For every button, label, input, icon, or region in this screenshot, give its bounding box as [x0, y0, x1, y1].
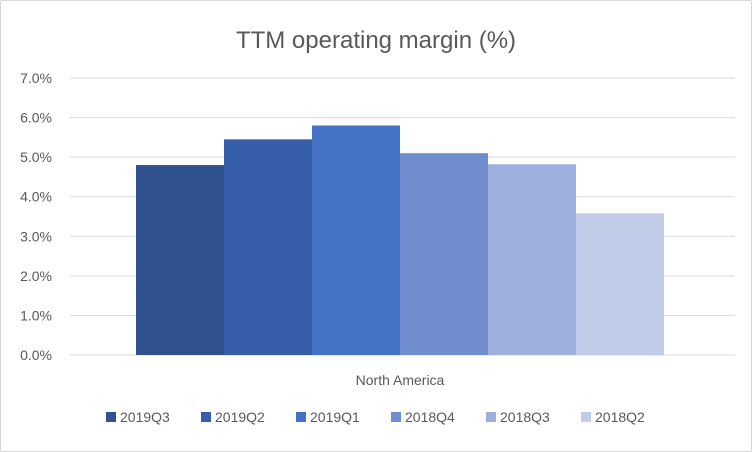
legend-label: 2018Q4	[405, 409, 455, 425]
legend-swatch	[486, 412, 496, 422]
bar-2018q3	[488, 164, 576, 355]
chart-title: TTM operating margin (%)	[236, 27, 516, 54]
y-tick-label: 1.0%	[20, 307, 52, 323]
legend-label: 2019Q1	[310, 409, 360, 425]
bar-2018q4	[400, 153, 488, 355]
legend-swatch	[201, 412, 211, 422]
legend-swatch	[296, 412, 306, 422]
bar-2019q1	[312, 125, 400, 355]
legend-swatch	[391, 412, 401, 422]
legend-label: 2018Q2	[595, 409, 645, 425]
legend-label: 2019Q2	[215, 409, 265, 425]
bar-2019q3	[136, 165, 224, 355]
y-tick-label: 4.0%	[20, 189, 52, 205]
legend-label: 2019Q3	[120, 409, 170, 425]
legend-swatch	[106, 412, 116, 422]
y-tick-label: 3.0%	[20, 228, 52, 244]
y-tick-label: 0.0%	[20, 347, 52, 363]
y-tick-label: 5.0%	[20, 149, 52, 165]
y-tick-label: 7.0%	[20, 70, 52, 86]
bar-2019q2	[224, 139, 312, 355]
category-label: North America	[356, 372, 445, 388]
legend-label: 2018Q3	[500, 409, 550, 425]
y-tick-label: 2.0%	[20, 268, 52, 284]
bar-2018q2	[576, 213, 664, 355]
legend-swatch	[581, 412, 591, 422]
y-tick-label: 6.0%	[20, 110, 52, 126]
